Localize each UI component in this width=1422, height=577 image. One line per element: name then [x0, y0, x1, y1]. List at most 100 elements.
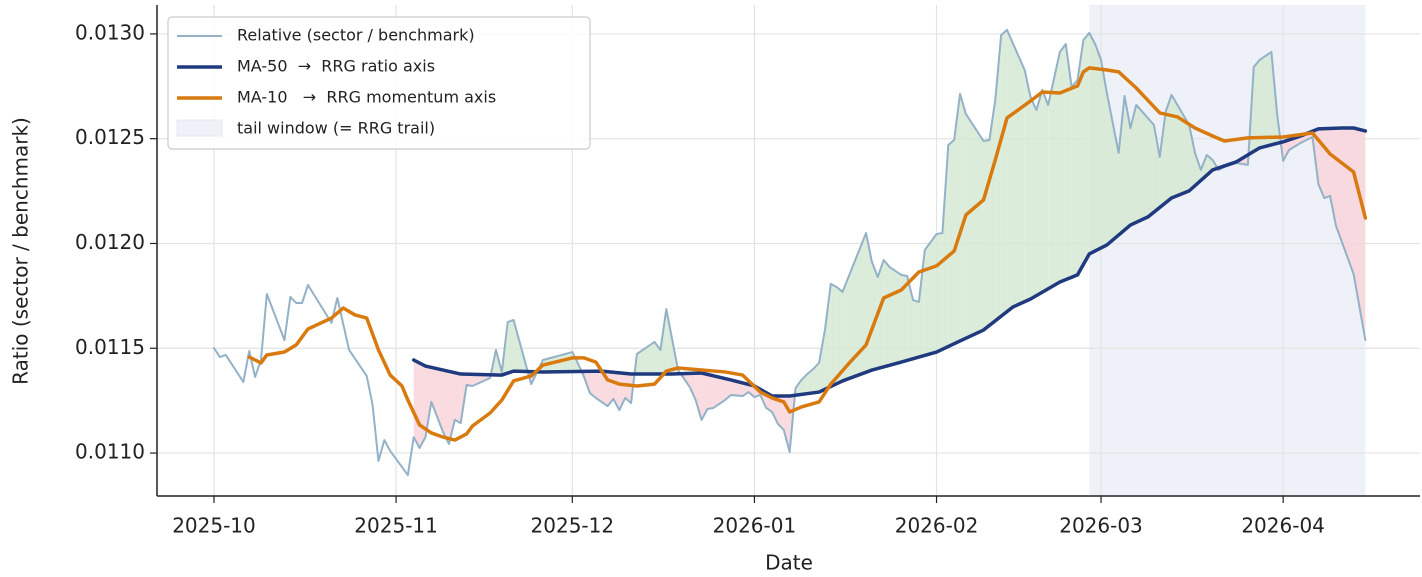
difference-fill [942, 144, 949, 350]
difference-fill [1095, 43, 1102, 251]
difference-fill [889, 266, 902, 366]
difference-fill [454, 372, 461, 424]
difference-fill [595, 371, 608, 407]
legend: Relative (sector / benchmark) MA-50 → RRG… [167, 16, 591, 150]
difference-fill [983, 139, 990, 331]
difference-fill [443, 370, 449, 445]
difference-fill [466, 374, 473, 386]
line-layer [212, 28, 1368, 477]
difference-fill [924, 234, 937, 356]
difference-fill [654, 341, 661, 375]
x-tick-label: 2025-10 [172, 514, 256, 538]
legend-label: MA-10 → RRG momentum axis [237, 88, 496, 107]
difference-fill [842, 233, 867, 381]
difference-fill [960, 93, 966, 341]
difference-fill [1283, 139, 1290, 161]
difference-fill [901, 274, 908, 363]
legend-swatch [176, 119, 223, 137]
difference-fill [636, 341, 655, 375]
difference-fill [948, 139, 955, 347]
difference-fill [713, 375, 726, 408]
difference-fill [1048, 51, 1060, 289]
y-axis-label: Ratio (sector / benchmark) [9, 117, 33, 385]
difference-fill [777, 396, 784, 430]
background-layer [157, 5, 1420, 496]
difference-fill [1007, 29, 1025, 312]
difference-fill [1118, 95, 1125, 235]
difference-fill [1101, 59, 1107, 248]
difference-fill [1189, 124, 1196, 191]
difference-fill [1159, 111, 1166, 208]
legend-label: Relative (sector / benchmark) [237, 26, 475, 45]
x-tick-label: 2026-01 [713, 514, 797, 538]
difference-fill [1030, 96, 1037, 300]
difference-fill [1042, 89, 1049, 293]
difference-fill [883, 260, 890, 367]
difference-fill [425, 366, 432, 438]
difference-fill [807, 369, 814, 394]
x-tick-label: 2025-11 [354, 514, 438, 538]
x-tick-label: 2025-12 [531, 514, 615, 538]
difference-fill [625, 373, 632, 403]
difference-fill [954, 93, 961, 344]
x-axis-label: Date [765, 551, 813, 575]
difference-fill [1071, 80, 1078, 278]
x-tick-label: 2026-04 [1241, 514, 1325, 538]
difference-fill [913, 300, 919, 359]
difference-fill [431, 367, 444, 433]
difference-fill [813, 362, 820, 393]
difference-fill [1259, 51, 1272, 148]
y-tick-label: 0.0120 [75, 230, 145, 254]
difference-fill [1077, 39, 1084, 275]
difference-fill [1024, 69, 1031, 302]
difference-fill [871, 261, 878, 371]
difference-fill [1253, 59, 1260, 152]
difference-fill [819, 330, 825, 393]
difference-fill [689, 373, 696, 401]
difference-fill [1136, 104, 1154, 223]
y-tick-label: 0.0125 [75, 125, 145, 149]
difference-fill [836, 287, 843, 384]
legend-label: MA-50 → RRG ratio axis [237, 57, 435, 76]
difference-fill [701, 372, 708, 420]
difference-fill [795, 379, 802, 396]
difference-fill [918, 249, 925, 358]
difference-fill [877, 260, 884, 369]
difference-fill [772, 396, 778, 424]
difference-fill [589, 371, 596, 398]
difference-fill [748, 384, 755, 398]
difference-fill [1106, 93, 1119, 245]
difference-fill [1153, 124, 1160, 213]
legend-box [167, 16, 591, 150]
tail-window [1089, 5, 1366, 496]
y-tick-label: 0.0115 [75, 335, 145, 359]
difference-fill [824, 283, 831, 390]
x-tick-label: 2026-02 [895, 514, 979, 538]
difference-fill [1124, 95, 1131, 231]
difference-fill [1130, 104, 1137, 226]
difference-fill [1089, 32, 1096, 254]
difference-fill [419, 363, 426, 449]
difference-fill [1036, 89, 1043, 296]
difference-fill [1083, 32, 1090, 265]
series-line [212, 28, 1367, 477]
difference-fill [413, 359, 420, 449]
x-tick-label: 2026-03 [1059, 514, 1143, 538]
difference-fill [1001, 29, 1008, 317]
legend-label: tail window (= RRG trail) [237, 119, 435, 138]
y-tick-label: 0.0110 [75, 440, 145, 464]
axes-layer: 2025-10 2025-11 2025-12 2026-01 2026-02 2026-… [75, 5, 1420, 538]
difference-fill [965, 113, 984, 339]
difference-fill [725, 378, 731, 401]
y-tick-label: 0.0130 [75, 20, 145, 44]
difference-fill [1165, 94, 1172, 203]
difference-fill [1195, 152, 1201, 186]
difference-fill [707, 374, 714, 410]
series-line [247, 66, 1368, 442]
difference-fill [830, 283, 837, 387]
fill-layer [413, 29, 1366, 452]
difference-fill [1324, 128, 1331, 199]
difference-fill [995, 34, 1002, 321]
series-line [411, 126, 1368, 398]
